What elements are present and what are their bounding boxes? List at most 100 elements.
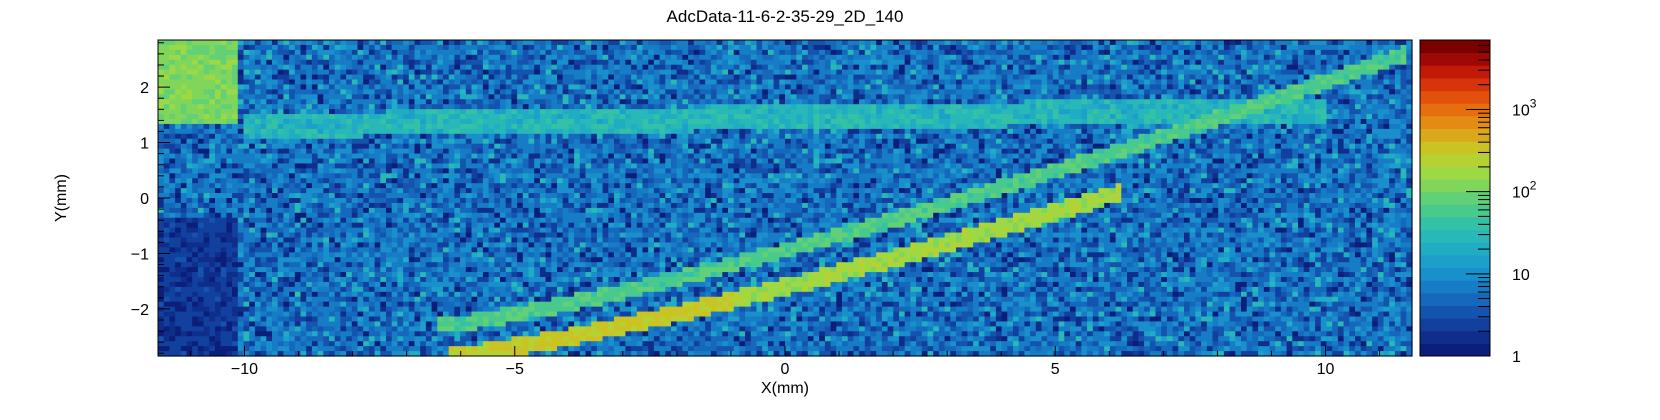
heatmap-cell (420, 267, 427, 273)
heatmap-cell (517, 104, 524, 110)
heatmap-cell (363, 242, 370, 248)
heatmap-cell (203, 44, 210, 51)
heatmap-cell (226, 311, 233, 318)
heatmap-cell (158, 336, 165, 342)
heatmap-cell (266, 40, 273, 46)
heatmap-cell (323, 123, 330, 130)
heatmap-cell (397, 277, 404, 283)
heatmap-cell (500, 346, 507, 352)
heatmap-cell (323, 44, 330, 51)
heatmap-cell (477, 202, 484, 209)
heatmap-cell (391, 40, 398, 46)
heatmap-cell (340, 232, 347, 239)
heatmap-cell (363, 173, 370, 179)
heatmap-cell (283, 262, 290, 268)
heatmap-cell (197, 346, 205, 352)
heatmap-cell (323, 49, 330, 56)
heatmap-cell (220, 44, 227, 51)
heatmap-cell (368, 321, 376, 327)
heatmap-cell (346, 316, 353, 323)
heatmap-cell (482, 247, 490, 253)
heatmap-cell (232, 227, 239, 234)
heatmap-cell (220, 321, 227, 327)
heatmap-cell (443, 331, 450, 337)
heatmap-cell (534, 163, 541, 169)
heatmap-cell (391, 321, 398, 327)
heatmap-cell (346, 94, 353, 100)
heatmap-cell (448, 291, 455, 298)
heatmap-cell (528, 99, 535, 105)
heatmap-cell (403, 59, 410, 66)
heatmap-cell (311, 173, 319, 179)
heatmap-cell (226, 119, 233, 125)
heatmap-cell (289, 316, 296, 323)
heatmap-cell (528, 104, 535, 110)
heatmap-cell (391, 301, 398, 308)
heatmap-cell (323, 252, 330, 258)
heatmap-cell (454, 84, 461, 90)
heatmap-cell (437, 143, 444, 150)
heatmap-cell (380, 193, 387, 199)
heatmap-cell (368, 188, 376, 194)
heatmap-cell (237, 133, 245, 140)
heatmap-cell (591, 183, 598, 189)
heatmap-cell (585, 168, 592, 174)
heatmap-cell (425, 163, 433, 169)
heatmap-cell (494, 207, 501, 214)
heatmap-cell (585, 138, 592, 145)
heatmap-cell (574, 257, 581, 263)
heatmap-cell (249, 148, 256, 155)
heatmap-cell (448, 123, 455, 130)
heatmap-cell (254, 311, 262, 318)
heatmap-cell (420, 183, 427, 189)
heatmap-cell (408, 286, 416, 293)
heatmap-cell (557, 202, 564, 209)
heatmap-cell (277, 168, 284, 174)
heatmap-cell (220, 217, 227, 224)
heatmap-cell (289, 326, 296, 332)
heatmap-cell (465, 321, 473, 327)
heatmap-cell (454, 336, 461, 342)
heatmap-cell (243, 247, 250, 253)
heatmap-cell (254, 267, 262, 273)
heatmap-cell (482, 267, 490, 273)
heatmap-cell (386, 301, 393, 308)
heatmap-cell (574, 69, 581, 76)
heatmap-cell (158, 257, 165, 263)
heatmap-cell (420, 222, 427, 229)
heatmap-cell (551, 346, 558, 352)
heatmap-cell (232, 222, 239, 229)
heatmap-cell (363, 296, 370, 303)
heatmap-cell (277, 301, 284, 308)
heatmap-cell (482, 54, 490, 61)
heatmap-cell (539, 341, 547, 347)
heatmap-cell (420, 74, 427, 81)
heatmap-cell (511, 49, 518, 56)
heatmap-cell (414, 158, 421, 165)
heatmap-cell (494, 163, 501, 169)
heatmap-cell (294, 94, 302, 100)
heatmap-cell (363, 346, 370, 352)
heatmap-cell (175, 178, 182, 184)
heatmap-cell (551, 257, 558, 263)
heatmap-cell (386, 207, 393, 214)
heatmap-cell (289, 148, 296, 155)
heatmap-cell (300, 109, 307, 115)
heatmap-cell (374, 153, 381, 160)
heatmap-cell (334, 138, 341, 145)
heatmap-cell (363, 301, 370, 308)
heatmap-cell (249, 217, 256, 224)
heatmap-cell (254, 207, 262, 214)
heatmap-cell (420, 331, 427, 337)
heatmap-cell (465, 281, 473, 288)
heatmap-cell (249, 89, 256, 95)
heatmap-cell (403, 326, 410, 332)
heatmap-cell (346, 153, 353, 160)
heatmap-cell (283, 59, 290, 66)
heatmap-cell (277, 198, 284, 204)
heatmap-cell (443, 346, 450, 352)
heatmap-cell (591, 99, 598, 105)
heatmap-cell (197, 143, 205, 150)
heatmap-cell (437, 54, 444, 61)
heatmap-cell (266, 336, 273, 342)
